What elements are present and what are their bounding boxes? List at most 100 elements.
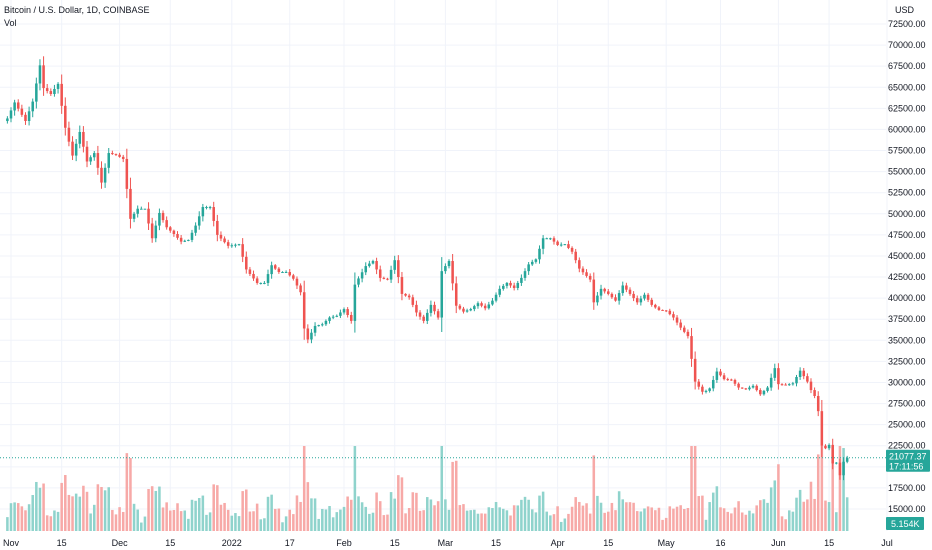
candle [469, 307, 472, 312]
candle [397, 255, 400, 284]
time-axis[interactable]: Nov 15 Dec 15 2022 17 Feb 15 Mar 15 Apr 15 May 16 Jun 1… [3, 538, 893, 548]
volume-bar [179, 511, 183, 531]
candle [183, 239, 187, 243]
volume-bar [375, 492, 378, 531]
candle [53, 84, 56, 97]
volume-bar [726, 511, 729, 531]
candle [755, 384, 758, 392]
candle [838, 458, 842, 480]
volume-bar [827, 502, 831, 531]
candle [121, 154, 125, 163]
candle [708, 387, 711, 393]
volume-bar [465, 510, 469, 531]
volume-bar [744, 514, 748, 531]
volume-bar [281, 522, 284, 531]
time-tick-label: 15 [165, 538, 175, 548]
candle [342, 307, 346, 315]
volume-bar [60, 482, 63, 531]
candle [277, 267, 281, 274]
candle [711, 375, 715, 392]
candle [795, 374, 798, 387]
volume-bar [234, 513, 237, 531]
volume-bar [96, 484, 100, 531]
candle [201, 203, 205, 222]
volume-bar [266, 496, 270, 531]
candle [335, 314, 339, 318]
volume-bar [570, 506, 574, 531]
candle [407, 293, 411, 300]
candle [266, 269, 270, 286]
candle [454, 276, 458, 314]
candle [516, 280, 520, 291]
volume-bar [787, 510, 791, 531]
volume-bar [74, 493, 78, 531]
time-tick-label: May [658, 538, 676, 548]
volume-bar [701, 495, 704, 531]
volume-bar [480, 513, 483, 531]
volume-bar [824, 500, 827, 531]
candle [672, 311, 675, 321]
candle [722, 372, 726, 381]
candle [835, 462, 838, 465]
candle [321, 322, 324, 327]
volume-bar [342, 506, 346, 531]
volume-bar [791, 511, 795, 531]
candle [114, 153, 118, 157]
volume-bar [252, 511, 255, 531]
candle [538, 245, 541, 264]
time-tick-label: 15 [57, 538, 67, 548]
volume-bar [331, 517, 335, 531]
volume-bar [277, 508, 281, 531]
volume-bar [596, 495, 599, 531]
time-tick-label: 16 [715, 538, 725, 548]
candle [16, 99, 20, 112]
volume-bar [639, 511, 643, 531]
candle [520, 274, 523, 286]
candle [617, 290, 621, 305]
candle [89, 155, 92, 165]
candle [494, 292, 498, 303]
candle [635, 295, 639, 305]
candle [234, 243, 237, 248]
volume-indicator-label: Vol [4, 18, 17, 28]
candle [842, 457, 845, 481]
candle [353, 272, 357, 333]
price-tick-label: 67500.00 [888, 61, 926, 71]
candle [415, 300, 418, 317]
volume-bar [16, 503, 20, 531]
volume-bar [845, 497, 849, 531]
volume-bar [24, 510, 27, 531]
candle [302, 280, 306, 340]
candle [13, 99, 16, 116]
candle [20, 104, 24, 117]
volume-bar [795, 497, 798, 531]
volume-bar [679, 505, 682, 531]
candle [357, 276, 360, 288]
volume-bar [31, 495, 34, 531]
candle [719, 368, 722, 377]
candle [505, 282, 509, 289]
candle [596, 292, 599, 306]
candle [158, 208, 161, 231]
volume-bar [505, 510, 509, 531]
candle [726, 377, 729, 381]
volume-bar [107, 487, 111, 531]
time-tick-label: 15 [390, 538, 400, 548]
candle [241, 238, 244, 263]
price-axis[interactable]: 15000.0017500.0020000.0022500.0025000.00… [886, 19, 930, 530]
volume-bar [187, 518, 190, 531]
candle [777, 363, 780, 390]
candle [64, 97, 67, 136]
volume-bar [661, 519, 664, 531]
candle [480, 301, 483, 308]
candle [284, 270, 288, 273]
time-tick-label: 15 [603, 538, 613, 548]
candle [661, 309, 664, 311]
candle [140, 206, 143, 210]
candle [567, 240, 570, 250]
time-tick-label: Nov [3, 538, 20, 548]
volume-bar [13, 502, 16, 531]
volume-bar [599, 502, 603, 531]
